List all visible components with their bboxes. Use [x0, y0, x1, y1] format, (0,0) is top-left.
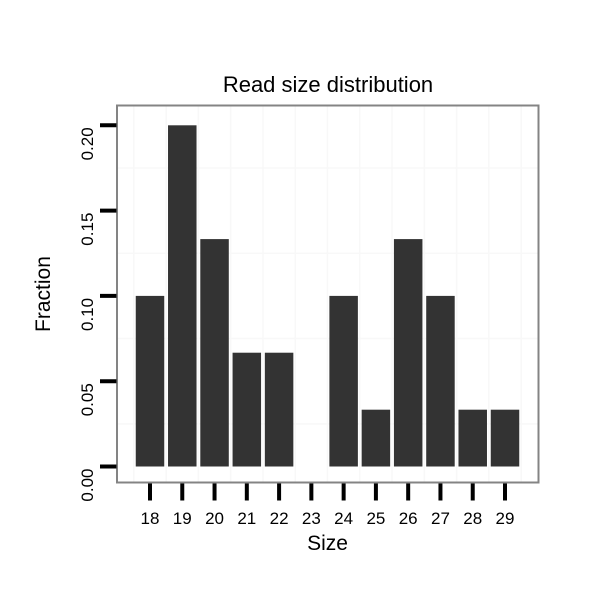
x-tick-label: 24 [334, 509, 353, 528]
bar-19 [168, 125, 197, 467]
x-tick-label: 23 [302, 509, 321, 528]
y-tick-label: 0.15 [78, 213, 97, 246]
panel-border [116, 104, 540, 484]
y-tick-label: 0.00 [78, 469, 97, 502]
bar-20 [200, 239, 229, 467]
bar-26 [393, 239, 423, 467]
x-axis-title: Size [307, 532, 348, 555]
y-tick-label: 0.20 [78, 127, 97, 160]
x-tick-label: 28 [463, 509, 482, 528]
bar-28 [458, 409, 487, 467]
y-axis-title: Fraction [32, 256, 55, 332]
x-tick-label: 18 [141, 509, 160, 528]
bar-27 [426, 295, 455, 467]
bar-29 [490, 409, 520, 467]
y-tick-label: 0.10 [78, 298, 97, 331]
x-tick-label: 29 [496, 509, 515, 528]
axis-tick-labels: 0.00 0.05 0.10 0.15 0.20 18 19 20 21 22 23 24 25 26 27… [78, 127, 514, 528]
x-tick-label: 26 [399, 509, 418, 528]
x-tick-label: 22 [270, 509, 289, 528]
x-tick-label: 20 [205, 509, 224, 528]
x-tick-label: 25 [366, 509, 385, 528]
bar-21 [232, 352, 262, 467]
axis-ticks [100, 123, 507, 501]
x-tick-label: 19 [173, 509, 192, 528]
x-tick-label: 21 [237, 509, 256, 528]
bar-18 [135, 295, 165, 467]
bar-25 [361, 409, 391, 467]
chart-title: Read size distribution [223, 72, 433, 97]
x-tick-label: 27 [431, 509, 450, 528]
bars [135, 125, 520, 467]
y-tick-label: 0.05 [78, 383, 97, 416]
bar-24 [329, 295, 358, 467]
bar-22 [264, 352, 294, 467]
